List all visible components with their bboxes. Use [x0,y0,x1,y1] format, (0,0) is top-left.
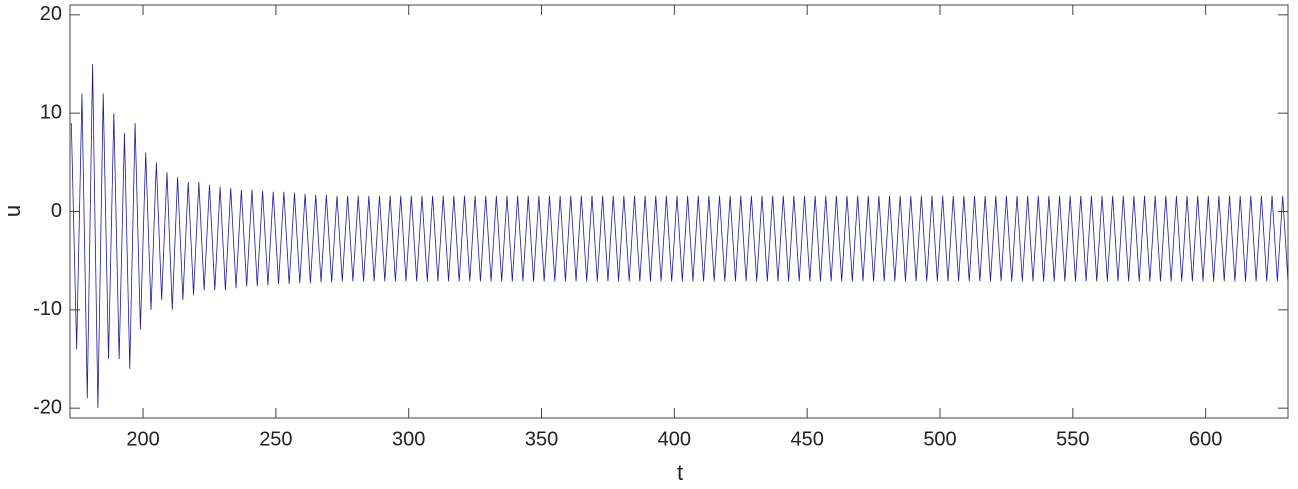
y-tick-label: 0 [51,200,62,222]
y-tick-label: 10 [40,101,62,123]
x-tick-label: 400 [658,428,691,450]
y-tick-label: 20 [40,3,62,25]
signal-line [70,63,1289,409]
y-tick-label: -20 [33,396,62,418]
x-tick-label: 600 [1189,428,1222,450]
plot-frame [69,4,1289,419]
x-axis-label: t [677,460,683,485]
x-tick-label: 500 [923,428,956,450]
x-tick-label: 200 [126,428,159,450]
x-tick-label: 350 [525,428,558,450]
x-tick-label: 450 [790,428,823,450]
x-tick-label: 250 [259,428,292,450]
y-tick-label: -10 [33,298,62,320]
x-tick-label: 550 [1056,428,1089,450]
x-tick-label: 300 [392,428,425,450]
y-axis-label: u [0,205,25,217]
